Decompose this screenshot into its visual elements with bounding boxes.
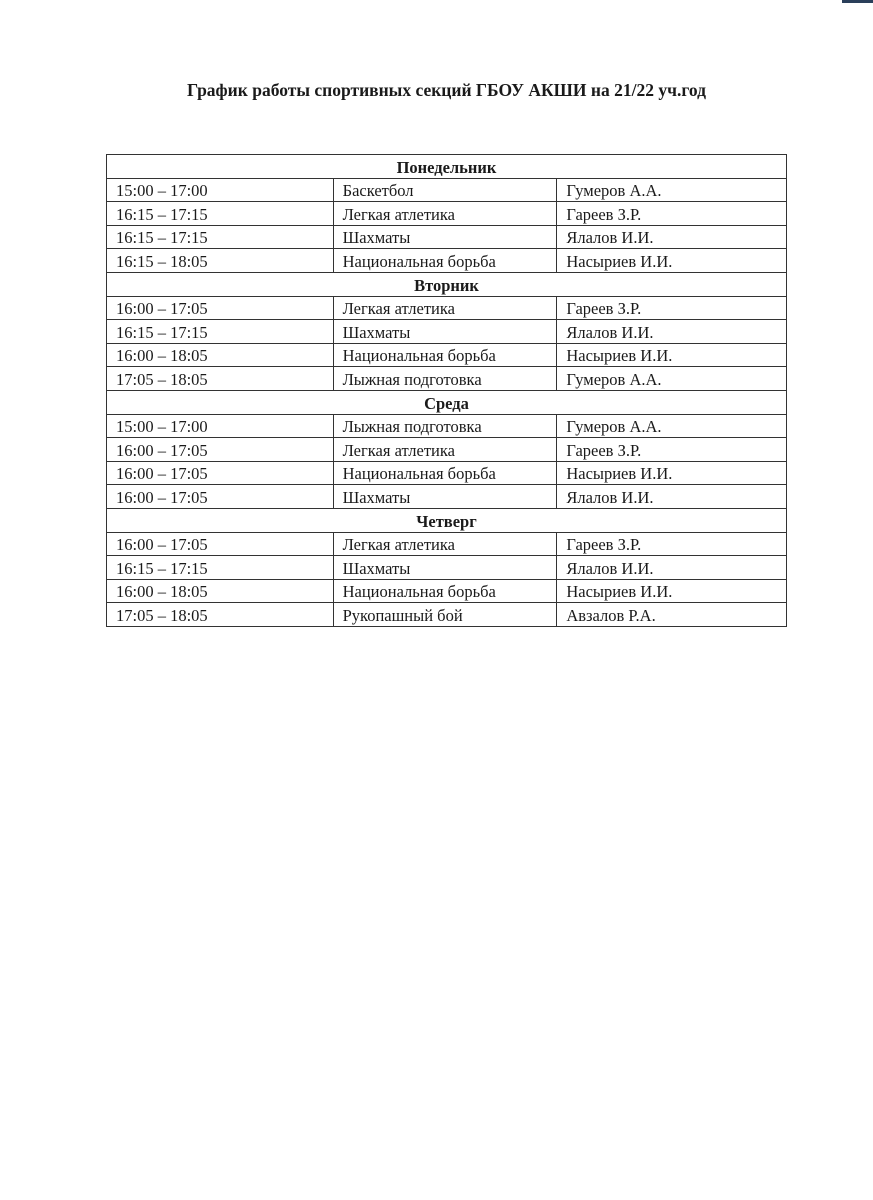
coach-cell: Ялалов И.И.: [556, 224, 787, 250]
day-header-row: Четверг: [106, 507, 787, 533]
coach-cell: Авзалов Р.А.: [556, 602, 787, 627]
section-cell: Легкая атлетика: [332, 201, 558, 226]
day-header-row: Вторник: [106, 271, 787, 297]
table-row: 16:00 – 17:05 Шахматы Ялалов И.И.: [106, 484, 787, 509]
coach-cell: Ялалов И.И.: [556, 319, 787, 344]
section-cell: Шахматы: [332, 484, 558, 509]
section-cell: Лыжная подготовка: [332, 366, 558, 391]
time-cell: 16:00 – 18:05: [106, 342, 334, 368]
day-header-row: Понедельник: [106, 154, 787, 179]
table-row: 17:05 – 18:05 Рукопашный бой Авзалов Р.А.: [106, 602, 787, 627]
day-header-row: Среда: [106, 389, 787, 415]
table-row: 16:00 – 18:05 Национальная борьба Насыриев…: [106, 342, 787, 368]
coach-cell: Гумеров А.А.: [556, 177, 787, 203]
section-cell: Национальная борьба: [332, 248, 558, 273]
table-row: 16:00 – 17:05 Легкая атлетика Гареев З.Р.: [106, 437, 787, 462]
section-cell: Национальная борьба: [332, 460, 558, 486]
section-cell: Легкая атлетика: [332, 531, 558, 557]
day-name: Среда: [106, 389, 787, 415]
section-cell: Национальная борьба: [332, 342, 558, 368]
time-cell: 16:15 – 18:05: [106, 248, 334, 273]
coach-cell: Ялалов И.И.: [556, 484, 787, 509]
coach-cell: Гареев З.Р.: [556, 295, 787, 321]
section-cell: Шахматы: [332, 319, 558, 344]
coach-cell: Гареев З.Р.: [556, 201, 787, 226]
coach-cell: Насыриев И.И.: [556, 342, 787, 368]
time-cell: 16:00 – 17:05: [106, 437, 334, 462]
coach-cell: Гареев З.Р.: [556, 531, 787, 557]
coach-cell: Насыриев И.И.: [556, 248, 787, 273]
section-cell: Легкая атлетика: [332, 437, 558, 462]
day-name: Вторник: [106, 271, 787, 297]
coach-cell: Гумеров А.А.: [556, 413, 787, 439]
table-row: 16:15 – 17:15 Шахматы Ялалов И.И.: [106, 319, 787, 344]
table-row: 16:15 – 17:15 Легкая атлетика Гареев З.Р.: [106, 201, 787, 226]
table-row: 16:15 – 17:15 Шахматы Ялалов И.И.: [106, 224, 787, 250]
scan-edge-mark: [842, 0, 873, 3]
time-cell: 17:05 – 18:05: [106, 602, 334, 627]
table-row: 16:15 – 17:15 Шахматы Ялалов И.И.: [106, 555, 787, 580]
time-cell: 16:15 – 17:15: [106, 555, 334, 580]
table-row: 17:05 – 18:05 Лыжная подготовка Гумеров А.…: [106, 366, 787, 391]
section-cell: Рукопашный бой: [332, 602, 558, 627]
table-row: 16:15 – 18:05 Национальная борьба Насыриев…: [106, 248, 787, 273]
schedule-table: Понедельник 15:00 – 17:00 Баскетбол Гумеров…: [106, 154, 787, 627]
section-cell: Шахматы: [332, 555, 558, 580]
page-title: График работы спортивных секций ГБОУ АКШ…: [187, 80, 706, 100]
time-cell: 16:00 – 17:05: [106, 295, 334, 321]
time-cell: 16:00 – 17:05: [106, 460, 334, 486]
time-cell: 15:00 – 17:00: [106, 413, 334, 439]
time-cell: 15:00 – 17:00: [106, 177, 334, 203]
time-cell: 16:00 – 18:05: [106, 578, 334, 604]
coach-cell: Ялалов И.И.: [556, 555, 787, 580]
day-name: Четверг: [106, 507, 787, 533]
section-cell: Лыжная подготовка: [332, 413, 558, 439]
table-row: 16:00 – 17:05 Национальная борьба Насыриев…: [106, 460, 787, 486]
table-row: 16:00 – 17:05 Легкая атлетика Гареев З.Р.: [106, 531, 787, 557]
time-cell: 16:00 – 17:05: [106, 484, 334, 509]
section-cell: Национальная борьба: [332, 578, 558, 604]
coach-cell: Гумеров А.А.: [556, 366, 787, 391]
table-row: 15:00 – 17:00 Лыжная подготовка Гумеров А.…: [106, 413, 787, 439]
coach-cell: Насыриев И.И.: [556, 578, 787, 604]
time-cell: 16:15 – 17:15: [106, 201, 334, 226]
section-cell: Баскетбол: [332, 177, 558, 203]
day-name: Понедельник: [106, 154, 787, 179]
table-row: 16:00 – 17:05 Легкая атлетика Гареев З.Р.: [106, 295, 787, 321]
section-cell: Шахматы: [332, 224, 558, 250]
table-row: 16:00 – 18:05 Национальная борьба Насыриев…: [106, 578, 787, 604]
time-cell: 16:00 – 17:05: [106, 531, 334, 557]
time-cell: 16:15 – 17:15: [106, 319, 334, 344]
section-cell: Легкая атлетика: [332, 295, 558, 321]
time-cell: 16:15 – 17:15: [106, 224, 334, 250]
time-cell: 17:05 – 18:05: [106, 366, 334, 391]
coach-cell: Насыриев И.И.: [556, 460, 787, 486]
coach-cell: Гареев З.Р.: [556, 437, 787, 462]
table-row: 15:00 – 17:00 Баскетбол Гумеров А.А.: [106, 177, 787, 203]
